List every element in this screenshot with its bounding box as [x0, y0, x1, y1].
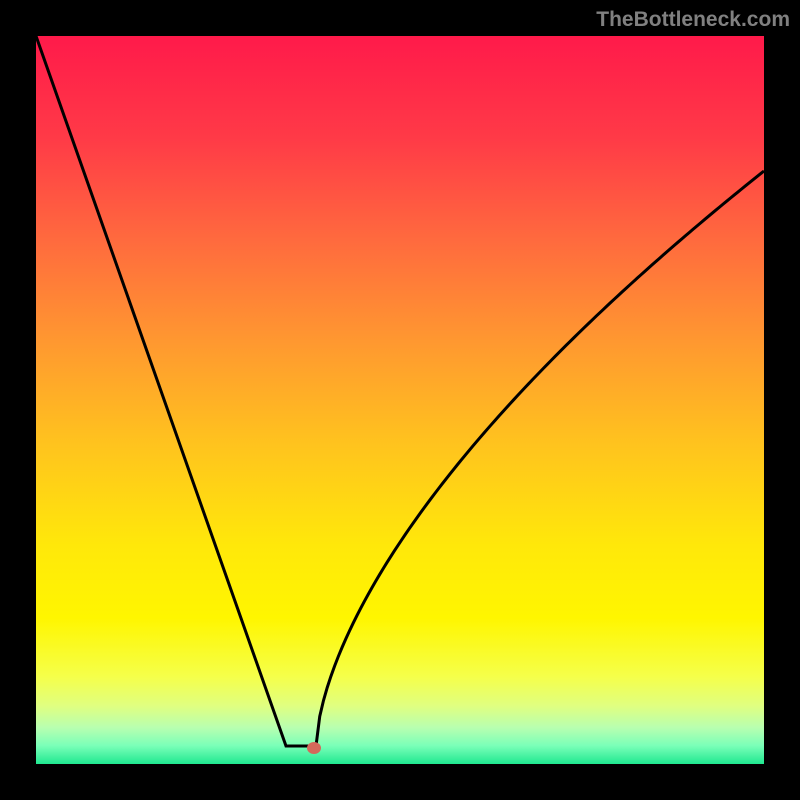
- bottleneck-chart: [36, 36, 764, 764]
- chart-container: [36, 36, 764, 764]
- gradient-background: [36, 36, 764, 764]
- minimum-marker: [307, 742, 321, 754]
- watermark-text: TheBottleneck.com: [596, 8, 790, 32]
